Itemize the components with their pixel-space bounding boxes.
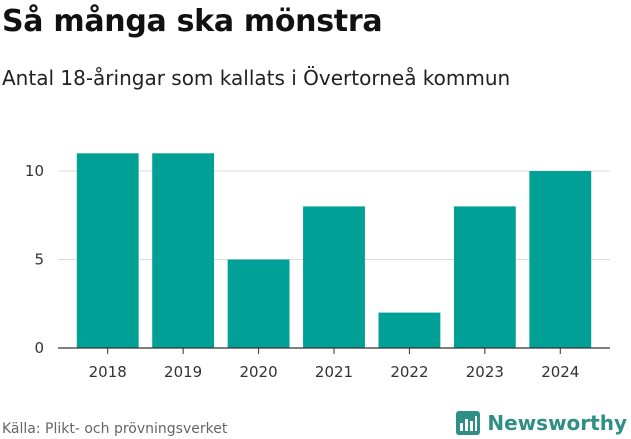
x-tick-label: 2018: [89, 363, 127, 381]
x-tick-label: 2021: [315, 363, 353, 381]
x-tick-label: 2020: [239, 363, 277, 381]
y-tick-label: 0: [34, 339, 44, 357]
bar-chart: 0 5 10 2018 2019 2020 2021 2022 2023 2024: [25, 153, 610, 381]
x-tick-label: 2019: [164, 363, 202, 381]
bar: [152, 153, 215, 348]
brand-name: Newsworthy: [487, 411, 627, 435]
chart-subtitle: Antal 18-åringar som kallats i Övertorne…: [2, 66, 511, 90]
chart-title: Så många ska mönstra: [2, 4, 383, 39]
bar: [76, 153, 139, 348]
source-note: Källa: Plikt- och prövningsverket: [2, 421, 228, 437]
bar: [227, 259, 290, 348]
bar: [529, 171, 592, 348]
bar: [378, 312, 441, 348]
x-tick-label: 2023: [466, 363, 504, 381]
bar-chart-logo-icon: [456, 411, 481, 435]
x-tick-label: 2022: [390, 363, 428, 381]
y-tick-label: 10: [25, 162, 44, 180]
bar: [453, 206, 516, 348]
x-tick-label: 2024: [541, 363, 579, 381]
bar: [303, 206, 365, 348]
y-tick-label: 5: [34, 251, 44, 269]
newsworthy-logo: Newsworthy: [455, 409, 627, 437]
